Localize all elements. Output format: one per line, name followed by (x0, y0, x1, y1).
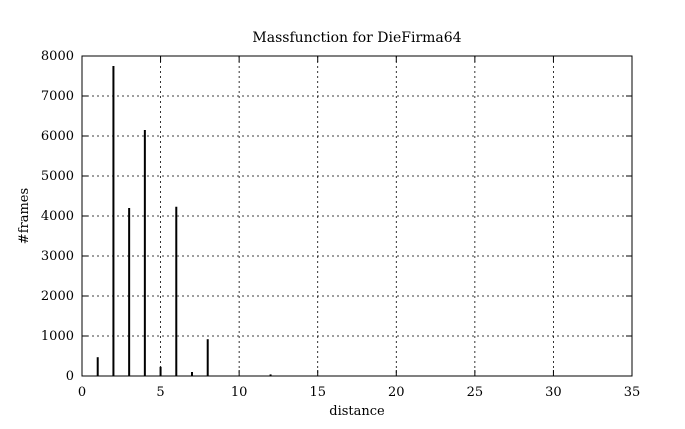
x-axis-label: distance (329, 404, 385, 419)
grid (82, 56, 632, 376)
y-tick-label: 6000 (41, 129, 74, 144)
tick-labels: 0 5 10 15 20 25 30 35 0 1000 2000 3000 4000 5000 6000 7… (41, 49, 640, 400)
x-tick-label: 0 (78, 385, 86, 400)
y-tick-label: 5000 (41, 169, 74, 184)
impulse-bars (96, 66, 272, 376)
y-tick-label: 0 (66, 369, 74, 384)
y-tick-label: 8000 (41, 49, 74, 64)
y-tick-label: 1000 (41, 329, 74, 344)
x-tick-label: 15 (309, 385, 326, 400)
y-axis-label: #frames (17, 188, 32, 244)
chart-title: Massfunction for DieFirma64 (252, 30, 461, 46)
y-tick-label: 7000 (41, 89, 74, 104)
x-tick-label: 20 (388, 385, 405, 400)
x-tick-label: 30 (545, 385, 562, 400)
x-tick-label: 10 (231, 385, 248, 400)
x-tick-label: 25 (467, 385, 484, 400)
y-tick-label: 2000 (41, 289, 74, 304)
x-tick-label: 5 (156, 385, 164, 400)
y-tick-label: 3000 (41, 249, 74, 264)
x-tick-label: 35 (624, 385, 641, 400)
y-tick-label: 4000 (41, 209, 74, 224)
plot-frame (81, 55, 633, 377)
